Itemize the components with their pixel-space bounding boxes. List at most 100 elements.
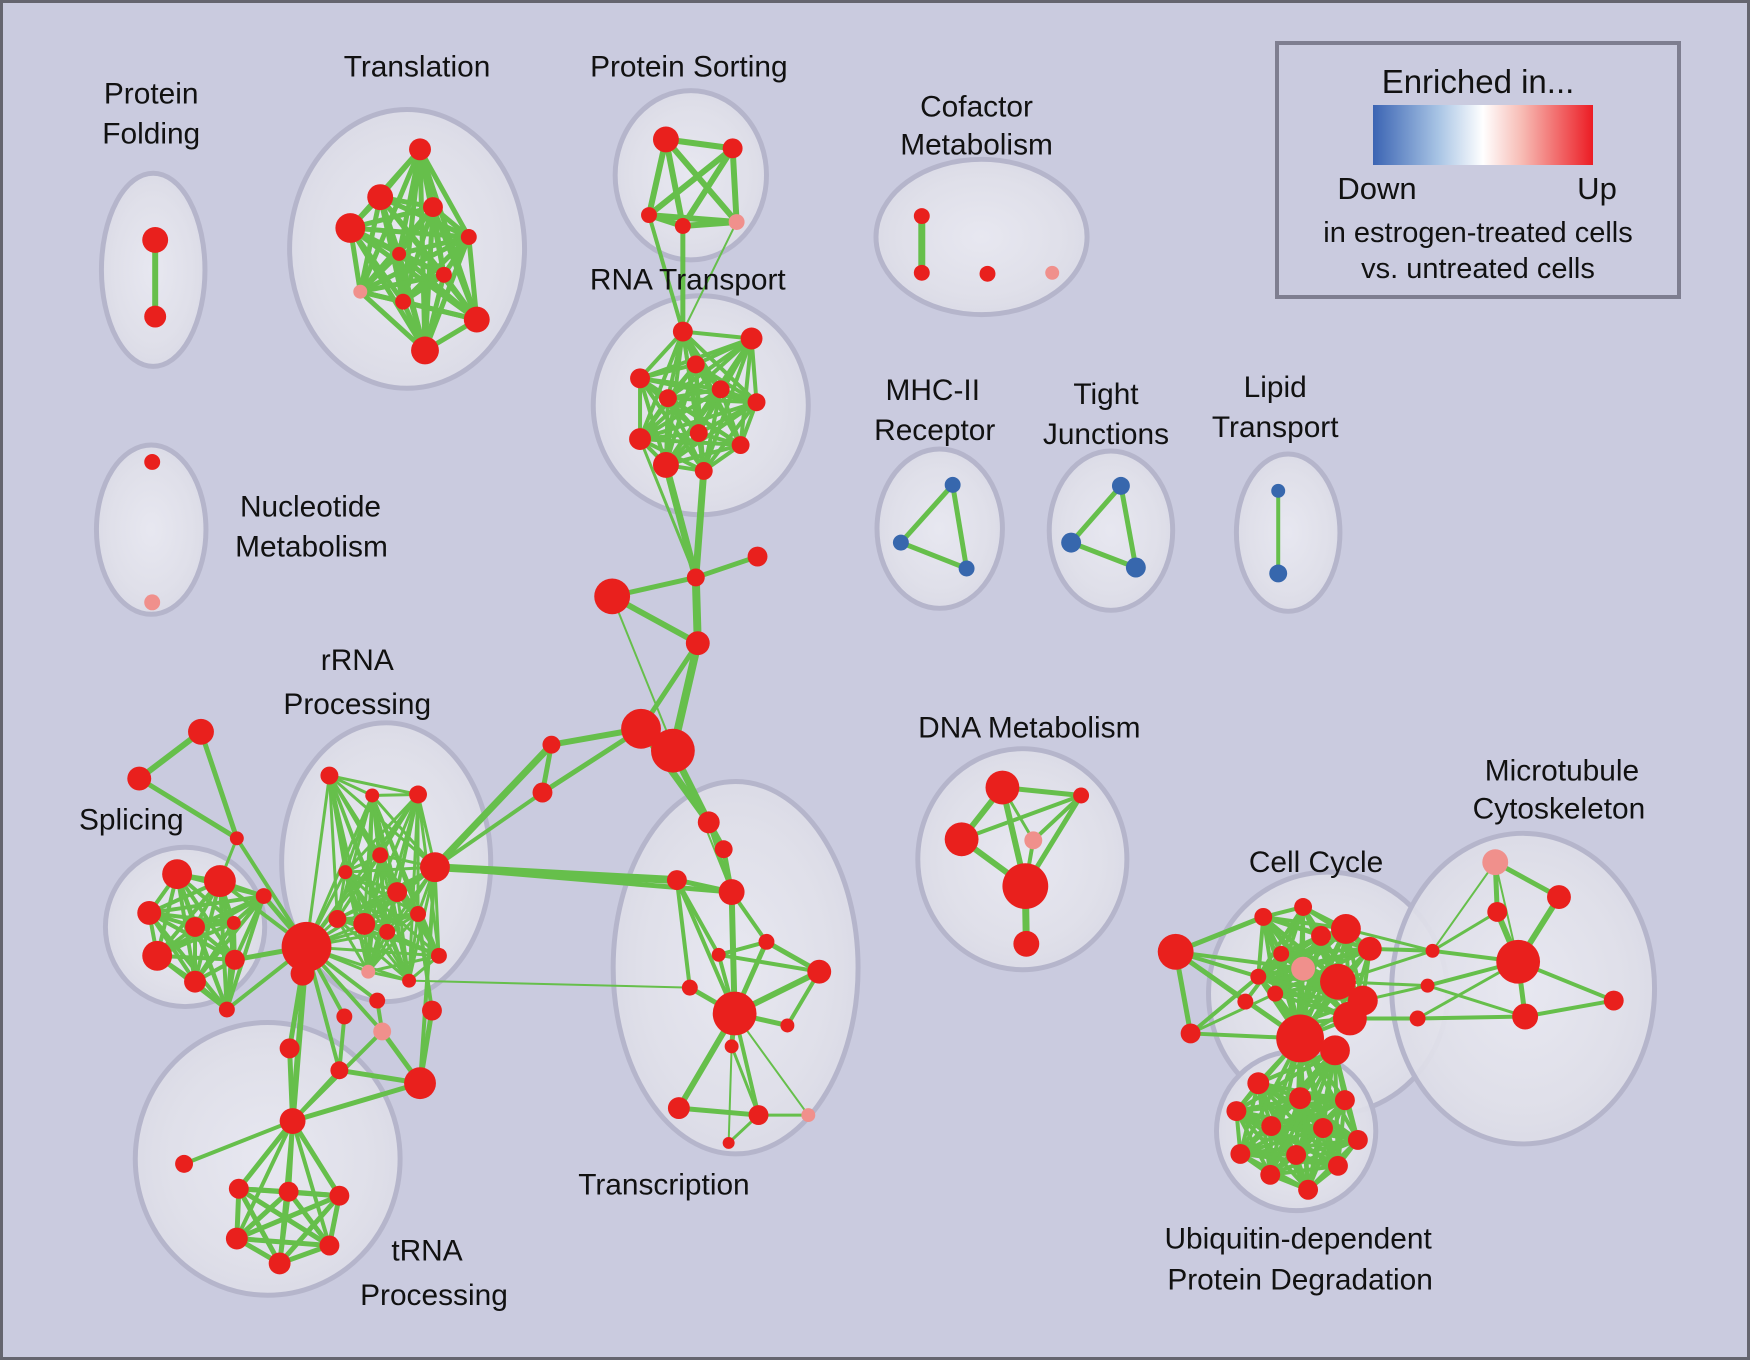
- network-edge: [730, 1044, 761, 1117]
- cluster-label-dna-metabolism: DNA Metabolism: [918, 712, 1140, 745]
- gene-set-node-r3: [372, 847, 389, 864]
- gene-set-node-t5: [392, 246, 407, 261]
- network-edge: [727, 1045, 733, 1144]
- gene-set-node-r7: [328, 909, 347, 928]
- network-edge: [236, 1186, 283, 1266]
- gene-set-node-cc11: [1250, 968, 1267, 985]
- network-edge: [638, 400, 759, 442]
- gene-set-node-t2: [423, 197, 443, 218]
- cluster-ellipse-lipid-transport: [1233, 451, 1343, 614]
- network-edge: [290, 1118, 342, 1199]
- gene-set-node-r4: [338, 865, 353, 880]
- cluster-label-tight-junctions: Tight: [1073, 378, 1139, 411]
- legend-box: Enriched in... Down Up in estrogen-treat…: [1275, 41, 1681, 299]
- gene-set-node-dm2: [944, 822, 979, 857]
- gene-set-node-tn4: [329, 1185, 350, 1206]
- network-edge: [738, 336, 754, 448]
- gene-set-node-t10: [411, 336, 439, 365]
- network-edge: [1298, 1036, 1311, 1192]
- gene-set-node-tn7: [268, 1252, 291, 1275]
- gene-set-node-tn5: [225, 1227, 248, 1250]
- gene-set-node-u4: [1261, 1116, 1282, 1136]
- network-edge: [236, 1118, 296, 1192]
- gene-set-node-cc3: [1254, 907, 1273, 926]
- cluster-label-rna-transport: RNA Transport: [590, 264, 787, 297]
- gene-set-node-cf0: [913, 208, 930, 225]
- gene-set-node-cc12: [1267, 985, 1284, 1002]
- network-edge: [327, 774, 420, 796]
- gene-set-node-rt0: [672, 321, 693, 342]
- network-edge: [335, 917, 370, 974]
- gene-set-node-s3: [255, 888, 272, 905]
- gene-set-node-mt3: [1496, 939, 1541, 984]
- gene-set-node-u11: [1298, 1179, 1319, 1200]
- gene-set-node-cc1: [1180, 1023, 1201, 1044]
- gene-set-node-ps0: [652, 126, 679, 153]
- network-edge: [638, 437, 743, 448]
- cluster-ellipse-nucleotide-metabolism: [93, 442, 209, 617]
- gene-set-node-rt1: [740, 327, 763, 350]
- network-edge: [193, 924, 229, 1012]
- network-edge: [147, 910, 229, 1012]
- network-edge: [1426, 984, 1527, 1019]
- gene-set-node-r13: [402, 973, 417, 988]
- gene-set-node-k1: [1420, 978, 1435, 993]
- network-edge: [679, 219, 740, 229]
- network-edge: [1031, 793, 1084, 843]
- network-edge: [1415, 1014, 1528, 1021]
- gene-set-node-tx12: [748, 1105, 769, 1126]
- cluster-label-translation: Translation: [344, 51, 491, 84]
- gene-set-node-c5: [650, 728, 695, 773]
- gene-set-node-r22: [422, 1000, 442, 1021]
- network-edge: [286, 1189, 332, 1248]
- gene-set-node-lp1: [1269, 564, 1288, 583]
- gene-set-node-tx8: [712, 991, 757, 1036]
- gene-set-node-r9: [379, 923, 396, 940]
- cluster-label-ubiquitin-degradation: Ubiquitin-dependent: [1164, 1222, 1432, 1255]
- gene-set-node-cc10: [1273, 945, 1290, 962]
- gene-set-node-tx4: [758, 933, 775, 950]
- network-edge: [234, 1119, 295, 1241]
- cluster-label-trna-processing: tRNA: [391, 1234, 462, 1267]
- gene-set-node-tx13: [801, 1108, 816, 1123]
- gene-set-node-s9: [218, 1001, 235, 1018]
- network-edge: [290, 1119, 332, 1248]
- network-edge: [305, 774, 331, 949]
- gene-set-node-r1: [365, 788, 380, 803]
- network-edge: [370, 793, 441, 958]
- gene-set-node-tx0: [697, 811, 720, 834]
- gene-set-node-r16: [336, 1008, 353, 1025]
- cluster-ellipse-mhc-ii-receptor: [874, 446, 1005, 611]
- gene-set-node-nm0: [144, 454, 161, 470]
- network-edge: [1431, 910, 1499, 953]
- gene-set-node-mh2: [958, 560, 975, 577]
- network-edge: [693, 554, 761, 580]
- gene-set-node-a0: [188, 718, 214, 745]
- network-edge: [357, 289, 428, 353]
- gene-set-node-c7: [532, 782, 553, 803]
- gene-set-node-ps4: [728, 214, 745, 230]
- network-canvas: Protein Folding Translation Protein Sorting…: [79, 51, 1658, 1312]
- cluster-label-cell-cycle: Cell Cycle: [1249, 846, 1383, 879]
- legend-down-label: Down: [1337, 171, 1417, 206]
- network-edge: [418, 865, 437, 1086]
- network-edge: [1431, 861, 1497, 952]
- gene-set-node-t0: [409, 138, 431, 161]
- network-edge: [385, 930, 411, 983]
- gene-set-node-r19: [279, 1038, 300, 1059]
- gene-set-node-tx9: [780, 1018, 795, 1033]
- cluster-label-rrna-processing: rRNA: [321, 644, 394, 677]
- network-edge: [638, 329, 685, 442]
- gene-set-node-rt10: [694, 461, 713, 480]
- network-edge: [395, 890, 411, 983]
- gene-set-node-r18: [330, 1061, 349, 1080]
- gene-set-node-tx14: [722, 1136, 735, 1149]
- network-edge: [224, 894, 266, 1012]
- gene-set-node-t8: [395, 293, 412, 310]
- gene-set-node-r8: [353, 912, 376, 935]
- gene-set-node-rt5: [658, 389, 677, 408]
- network-edge: [366, 793, 374, 974]
- cluster-label-rrna-processing: Processing: [283, 688, 431, 721]
- gene-set-node-cc14: [1332, 1001, 1367, 1036]
